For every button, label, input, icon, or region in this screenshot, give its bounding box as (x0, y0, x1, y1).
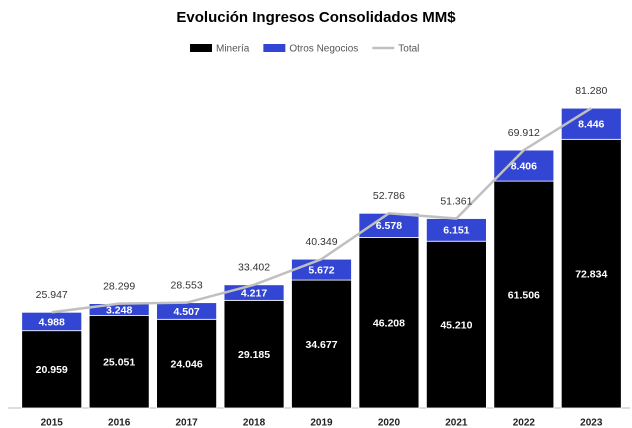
value-label: 34.677 (305, 339, 337, 351)
value-label: 4.507 (173, 306, 199, 318)
legend-swatch (190, 44, 212, 52)
x-tick-label: 2018 (243, 418, 266, 428)
x-tick-label: 2021 (445, 418, 468, 428)
value-label: 20.959 (36, 364, 68, 376)
value-label: 24.046 (171, 358, 203, 370)
bar-segment (156, 318, 218, 409)
total-label: 40.349 (305, 236, 337, 248)
legend-swatch (263, 44, 286, 52)
value-label: 29.185 (238, 349, 270, 361)
bar-segment (358, 237, 420, 409)
x-tick-label: 2016 (108, 418, 131, 428)
x-tick-label: 2023 (580, 418, 603, 428)
legend-label: Otros Negocios (289, 44, 358, 55)
total-label: 33.402 (238, 262, 270, 274)
value-label: 6.578 (376, 220, 402, 232)
legend-label: Total (398, 44, 419, 55)
value-label: 5.672 (308, 264, 334, 276)
x-tick-label: 2020 (378, 418, 401, 428)
bar-segment (21, 330, 83, 409)
total-label: 52.786 (373, 190, 405, 202)
bar-segment (88, 315, 150, 409)
value-label: 61.506 (508, 289, 540, 301)
value-label: 45.210 (440, 319, 472, 331)
value-label: 3.248 (106, 304, 132, 316)
bar-segment (493, 149, 555, 182)
bar-segment (560, 138, 622, 409)
bar-segment (493, 180, 555, 409)
total-label: 51.361 (440, 195, 472, 207)
total-label: 28.299 (103, 280, 135, 292)
total-label: 25.947 (36, 289, 68, 301)
total-line (51, 107, 592, 314)
value-label: 8.446 (578, 119, 604, 131)
value-label: 8.406 (511, 160, 537, 172)
value-label: 4.988 (39, 316, 65, 328)
bar-segment (291, 279, 352, 409)
total-label: 81.280 (575, 85, 607, 97)
total-label: 28.553 (171, 279, 203, 291)
bar-segment (223, 299, 285, 409)
total-label: 69.912 (508, 127, 540, 139)
legend-label: Minería (216, 44, 250, 55)
x-tick-label: 2019 (310, 418, 333, 428)
value-label: 46.208 (373, 318, 405, 330)
value-label: 72.834 (575, 268, 607, 280)
chart-title: Evolución Ingresos Consolidados MM$ (176, 9, 456, 26)
x-tick-label: 2015 (41, 418, 64, 428)
value-label: 25.051 (103, 357, 135, 369)
x-tick-label: 2017 (175, 418, 198, 428)
value-label: 6.151 (443, 225, 469, 237)
value-label: 4.217 (241, 287, 267, 299)
bar-segment (425, 240, 487, 409)
x-tick-label: 2022 (513, 418, 536, 428)
